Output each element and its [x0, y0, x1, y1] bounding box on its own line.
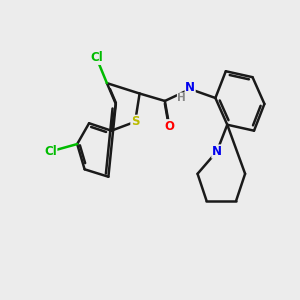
Text: Cl: Cl — [44, 145, 57, 158]
Text: O: O — [164, 120, 174, 133]
Text: Cl: Cl — [90, 51, 103, 64]
Text: H: H — [177, 93, 186, 103]
Text: S: S — [131, 115, 140, 128]
Text: N: N — [185, 81, 195, 94]
Text: N: N — [212, 145, 222, 158]
